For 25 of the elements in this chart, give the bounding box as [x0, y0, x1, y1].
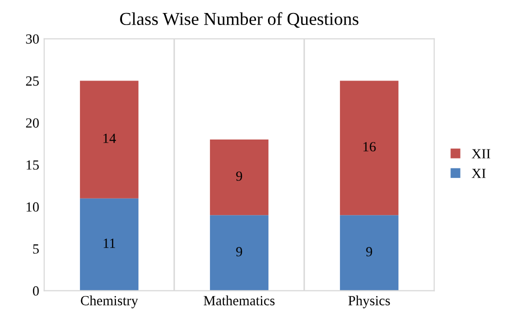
- bar: [80, 198, 138, 291]
- data-label: 14: [103, 134, 116, 143]
- legend-label: XII: [472, 149, 490, 158]
- x-tick-label: Chemistry: [80, 296, 138, 308]
- legend-label: XI: [472, 168, 486, 178]
- y-tick-label: 15: [26, 160, 39, 170]
- y-tick-label: 30: [26, 34, 39, 44]
- chart-title: Class Wise Number of Questions: [120, 12, 358, 28]
- bar: [340, 215, 398, 291]
- y-tick-label: 25: [26, 76, 39, 86]
- y-tick-label: 5: [33, 244, 39, 254]
- bar: [80, 80, 138, 198]
- bar: [340, 80, 398, 216]
- bar: [210, 140, 268, 216]
- data-label: 9: [236, 171, 242, 181]
- y-tick-label: 0: [32, 286, 39, 296]
- x-tick-label: Mathematics: [204, 296, 275, 306]
- data-label: 9: [236, 247, 242, 256]
- y-tick-label: 10: [26, 202, 39, 212]
- y-tick-label: 20: [26, 118, 39, 128]
- bar: [210, 215, 268, 291]
- data-label: 16: [363, 142, 376, 152]
- data-label: 9: [366, 247, 372, 256]
- data-label: 11: [104, 238, 116, 248]
- x-tick-label: Physics: [348, 296, 390, 308]
